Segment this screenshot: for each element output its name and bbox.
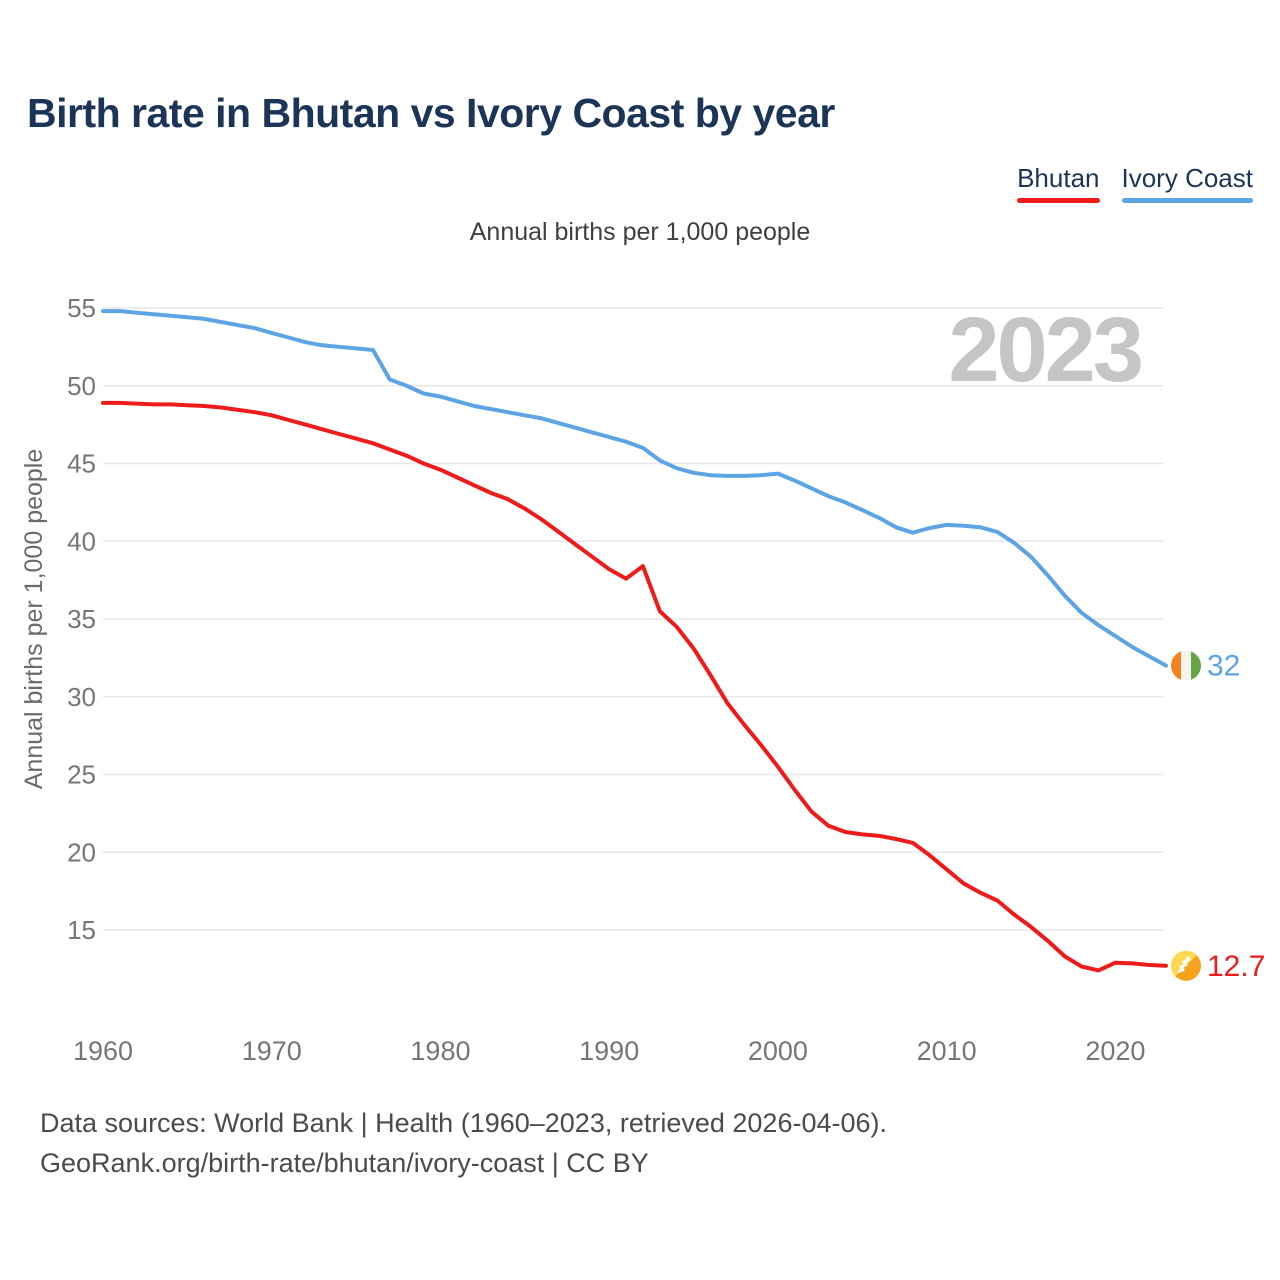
x-tick-label: 2000: [748, 1036, 808, 1066]
legend-item-bhutan[interactable]: Bhutan: [1017, 163, 1100, 203]
y-tick-label: 45: [67, 449, 96, 479]
x-tick-label: 1960: [73, 1036, 133, 1066]
y-tick-label: 55: [67, 293, 96, 323]
y-tick-label: 35: [67, 604, 96, 634]
y-tick-label: 25: [67, 760, 96, 790]
legend-label-bhutan: Bhutan: [1017, 163, 1100, 193]
y-axis-label: Annual births per 1,000 people: [20, 449, 48, 790]
y-tick-label: 30: [67, 682, 96, 712]
y-tick-label: 20: [67, 837, 96, 867]
end-value-label-bhutan: 12.7: [1207, 950, 1265, 983]
legend-underline-ivory-coast: [1121, 198, 1253, 203]
legend: Bhutan Ivory Coast: [1017, 163, 1253, 203]
y-tick-label: 15: [67, 915, 96, 945]
x-tick-label: 1970: [242, 1036, 302, 1066]
legend-label-ivory-coast: Ivory Coast: [1121, 163, 1254, 193]
series-line-ivory-coast: [101, 309, 1168, 668]
footer: Data sources: World Bank | Health (1960–…: [40, 1103, 887, 1183]
legend-item-ivory-coast[interactable]: Ivory Coast: [1121, 163, 1254, 203]
footer-sources: Data sources: World Bank | Health (1960–…: [40, 1108, 887, 1138]
ivory-coast-flag-icon: [1171, 650, 1201, 681]
chart-subtitle: Annual births per 1,000 people: [469, 218, 811, 246]
series-line-bhutan: [101, 400, 1168, 973]
x-tick-label: 2010: [917, 1036, 977, 1066]
x-tick-label: 2020: [1085, 1036, 1145, 1066]
page-title: Birth rate in Bhutan vs Ivory Coast by y…: [27, 90, 835, 136]
legend-underline-bhutan: [1017, 198, 1100, 203]
y-tick-label: 40: [67, 526, 96, 556]
end-value-label-ivory-coast: 32: [1207, 650, 1240, 683]
bhutan-flag-icon: [1171, 950, 1201, 981]
y-tick-label: 50: [67, 371, 96, 401]
footer-attribution: GeoRank.org/birth-rate/bhutan/ivory-coas…: [40, 1148, 649, 1178]
x-tick-label: 1980: [410, 1036, 470, 1066]
watermark-year: 2023: [948, 299, 1141, 401]
x-tick-label: 1990: [579, 1036, 639, 1066]
